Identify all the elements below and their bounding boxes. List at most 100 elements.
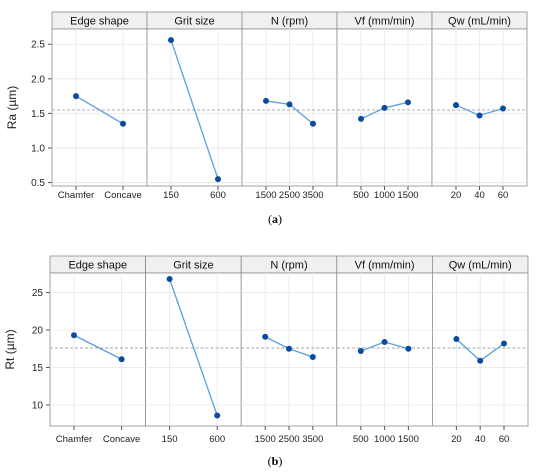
x-tick-label: 600 (210, 190, 226, 201)
y-tick-label: 25 (32, 288, 44, 299)
x-tick-label: 20 (451, 190, 462, 201)
x-tick-label: 3500 (302, 190, 323, 201)
panel-frame (49, 272, 146, 427)
x-tick-label: 2500 (279, 190, 300, 201)
x-tick-label: 60 (499, 434, 510, 445)
panel-frame (145, 272, 242, 427)
data-point (501, 340, 507, 347)
data-point (71, 332, 77, 339)
series-line (170, 39, 219, 180)
data-point (263, 97, 269, 104)
x-tick-label: Concave (103, 434, 141, 445)
data-point (358, 115, 364, 122)
panel-qw-ml-min: Qw (mL/min) 20 40 60 (431, 255, 529, 445)
x-tick-label: 3500 (302, 434, 323, 445)
x-tick-label: 150 (162, 434, 178, 445)
series-line (73, 334, 122, 360)
data-point (477, 357, 484, 364)
panel-grit-size: Grit size 150 600 (146, 11, 243, 201)
data-point (166, 276, 173, 282)
data-point (405, 345, 412, 352)
x-tick-label: 40 (475, 434, 486, 445)
panel-vf-mm-min: Vf (mm/min) 500 1000 1500 (336, 11, 433, 201)
data-point (73, 93, 79, 100)
x-tick-label: 150 (163, 190, 179, 201)
x-tick-label: Concave (104, 190, 142, 201)
x-tick-label: 1500 (255, 434, 276, 445)
x-tick-label: 40 (474, 190, 485, 201)
data-point (286, 345, 292, 352)
panel-frame (146, 28, 243, 187)
x-tick-label: 60 (498, 190, 509, 201)
y-axis-label: Ra (µm) (5, 86, 19, 130)
x-tick-label: 500 (353, 434, 369, 445)
data-point (262, 333, 269, 340)
panel-title: Qw (mL/min) (449, 260, 512, 272)
caption-a: (a) (0, 212, 550, 227)
y-tick-label: 10 (32, 401, 44, 412)
x-tick-label: 1000 (374, 190, 395, 201)
caption-b-close: ) (278, 454, 283, 468)
panel-grit-size: Grit size 150 600 (145, 255, 242, 445)
panel-title: N (rpm) (270, 260, 307, 272)
panel-n-rpm: N (rpm) 1500 2500 3500 (240, 255, 338, 445)
y-axis-label: Rt (µm) (3, 329, 17, 369)
panel-n-rpm: N (rpm) 1500 2500 3500 (241, 11, 338, 201)
panel-title: Vf (mm/min) (355, 260, 415, 272)
x-tick-label: 600 (209, 434, 225, 445)
y-tick-label: 20 (32, 326, 44, 337)
panel-title: Grit size (174, 16, 214, 28)
series-line (168, 278, 218, 416)
data-point (215, 176, 221, 183)
panel-qw-ml-min: Qw (mL/min) 20 40 60 (431, 11, 528, 201)
panel-title: Edge shape (68, 260, 127, 272)
y-tick-label: 0.5 (31, 178, 45, 189)
y-tick-label: 2.5 (31, 40, 45, 51)
x-tick-label: 20 (451, 434, 462, 445)
data-point (214, 412, 221, 419)
data-point (120, 120, 126, 127)
chart-a: Ra (µm) 0.5 1.0 1.5 2.0 2.5 Edge shape Chamfer C… (5, 11, 528, 201)
panel-title: N (rpm) (271, 16, 308, 28)
data-point (309, 354, 316, 360)
data-point (357, 348, 364, 354)
data-point (381, 339, 388, 345)
x-tick-label: 500 (353, 190, 369, 201)
data-point (381, 104, 388, 111)
panel-vf-mm-min: Vf (mm/min) 500 1000 1500 (336, 255, 433, 445)
series-line (75, 95, 124, 125)
panel-title: Qw (mL/min) (448, 16, 511, 28)
panel-title: Grit size (173, 260, 213, 272)
data-point (168, 37, 174, 44)
chart-b: Rt (µm) 10 15 20 25 Edge shape Chamfer Concave G… (3, 255, 529, 445)
caption-b-open: ( (267, 454, 272, 468)
data-point (500, 105, 506, 112)
y-tick-label: 1.5 (31, 109, 45, 120)
caption-b: (b) (0, 454, 550, 469)
x-tick-label: Chamfer (58, 190, 94, 201)
data-point (476, 112, 483, 119)
data-point (286, 101, 293, 108)
caption-b-letter: b (271, 454, 279, 468)
y-tick-label: 15 (32, 363, 44, 374)
caption-a-letter: a (272, 212, 278, 226)
caption-a-close: ) (278, 212, 282, 226)
x-tick-label: 1500 (398, 434, 419, 445)
x-tick-label: Chamfer (56, 434, 92, 445)
panel-edge-shape: Edge shape Chamfer Concave (51, 11, 148, 201)
data-point (453, 336, 460, 342)
data-point (453, 102, 459, 109)
data-point (118, 356, 125, 363)
panel-edge-shape: Edge shape Chamfer Concave (49, 255, 146, 445)
x-tick-label: 2500 (278, 434, 299, 445)
data-point (310, 120, 316, 127)
x-tick-label: 1000 (374, 434, 395, 445)
caption-a-open: ( (268, 212, 272, 226)
panel-title: Edge shape (70, 16, 129, 28)
x-tick-label: 1500 (397, 190, 418, 201)
data-point (405, 99, 411, 106)
y-tick-label: 1.0 (31, 143, 45, 154)
y-tick-label: 2.0 (31, 74, 45, 85)
x-tick-label: 1500 (255, 190, 276, 201)
